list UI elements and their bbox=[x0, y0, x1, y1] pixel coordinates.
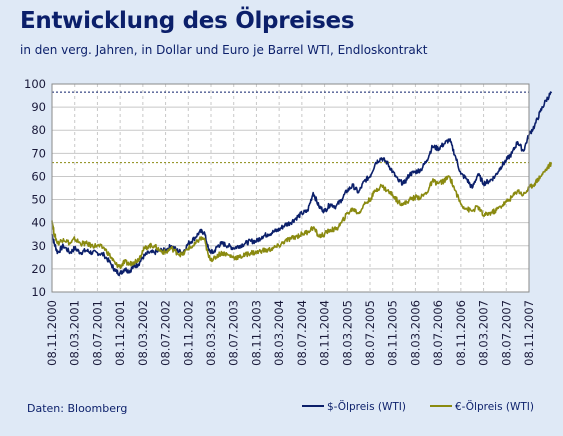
x-tick-label: 08.03.2007 bbox=[477, 300, 491, 366]
series-line bbox=[51, 91, 553, 277]
x-tick-label: 08.03.2002 bbox=[136, 300, 150, 366]
x-tick-label: 08.07.2002 bbox=[159, 300, 173, 366]
x-tick-label: 08.07.2001 bbox=[90, 300, 104, 366]
x-tick-label: 08.11.2003 bbox=[249, 300, 263, 366]
y-tick-label: 50 bbox=[31, 193, 46, 207]
x-tick-label: 08.03.2005 bbox=[340, 300, 354, 366]
series-lines bbox=[51, 91, 553, 277]
plot-area bbox=[52, 84, 529, 292]
y-tick-label: 20 bbox=[31, 262, 46, 276]
x-tick-label: 08.03.2006 bbox=[408, 300, 422, 366]
x-tick-label: 08.11.2006 bbox=[454, 300, 468, 366]
x-tick-label: 08.11.2002 bbox=[181, 300, 195, 366]
plot-border bbox=[51, 83, 530, 293]
x-tick-label: 08.07.2003 bbox=[227, 300, 241, 366]
y-tick-label: 70 bbox=[31, 146, 46, 160]
x-tick-label: 08.11.2004 bbox=[318, 300, 332, 366]
x-tick-label: 08.11.2001 bbox=[113, 300, 127, 366]
legend-item: $-Ölpreis (WTI) bbox=[302, 400, 406, 413]
y-tick-label: 80 bbox=[31, 123, 46, 137]
x-tick-label: 08.11.2005 bbox=[386, 300, 400, 366]
y-tick-label: 40 bbox=[31, 216, 46, 230]
x-tick-label: 08.11.2007 bbox=[522, 300, 536, 366]
y-tick-label: 30 bbox=[31, 239, 46, 253]
x-tick-label: 08.07.2005 bbox=[363, 300, 377, 366]
x-tick-label: 08.11.2000 bbox=[45, 300, 59, 366]
x-tick-label: 08.07.2004 bbox=[295, 300, 309, 366]
data-source: Daten: Bloomberg bbox=[27, 402, 128, 415]
x-tick-label: 08.03.2003 bbox=[204, 300, 218, 366]
legend: $-Ölpreis (WTI) €-Ölpreis (WTI) bbox=[302, 400, 534, 413]
series-line bbox=[51, 161, 553, 270]
legend-label: $-Ölpreis (WTI) bbox=[327, 400, 406, 413]
y-tick-label: 100 bbox=[24, 77, 46, 91]
y-tick-label: 90 bbox=[31, 100, 46, 114]
axes bbox=[51, 83, 530, 293]
y-axis-ticks: 10 20 30 40 50 60 70 80 90 100 bbox=[24, 77, 46, 299]
y-tick-label: 10 bbox=[31, 285, 46, 299]
reference-lines bbox=[52, 91, 529, 164]
x-tick-label: 08.07.2007 bbox=[499, 300, 513, 366]
y-tick-label: 60 bbox=[31, 169, 46, 183]
x-tick-label: 08.07.2006 bbox=[431, 300, 445, 366]
x-axis-ticks: 08.11.2000 08.03.2001 08.07.2001 08.11.2001… bbox=[45, 300, 536, 366]
chart-subtitle: in den verg. Jahren, in Dollar und Euro … bbox=[20, 43, 428, 57]
x-tick-label: 08.03.2004 bbox=[272, 300, 286, 366]
legend-item: €-Ölpreis (WTI) bbox=[430, 400, 534, 413]
chart-title: Entwicklung des Ölpreises bbox=[20, 8, 355, 34]
legend-label: €-Ölpreis (WTI) bbox=[455, 400, 534, 413]
x-tick-label: 08.03.2001 bbox=[68, 300, 82, 366]
plot-background bbox=[52, 84, 529, 292]
